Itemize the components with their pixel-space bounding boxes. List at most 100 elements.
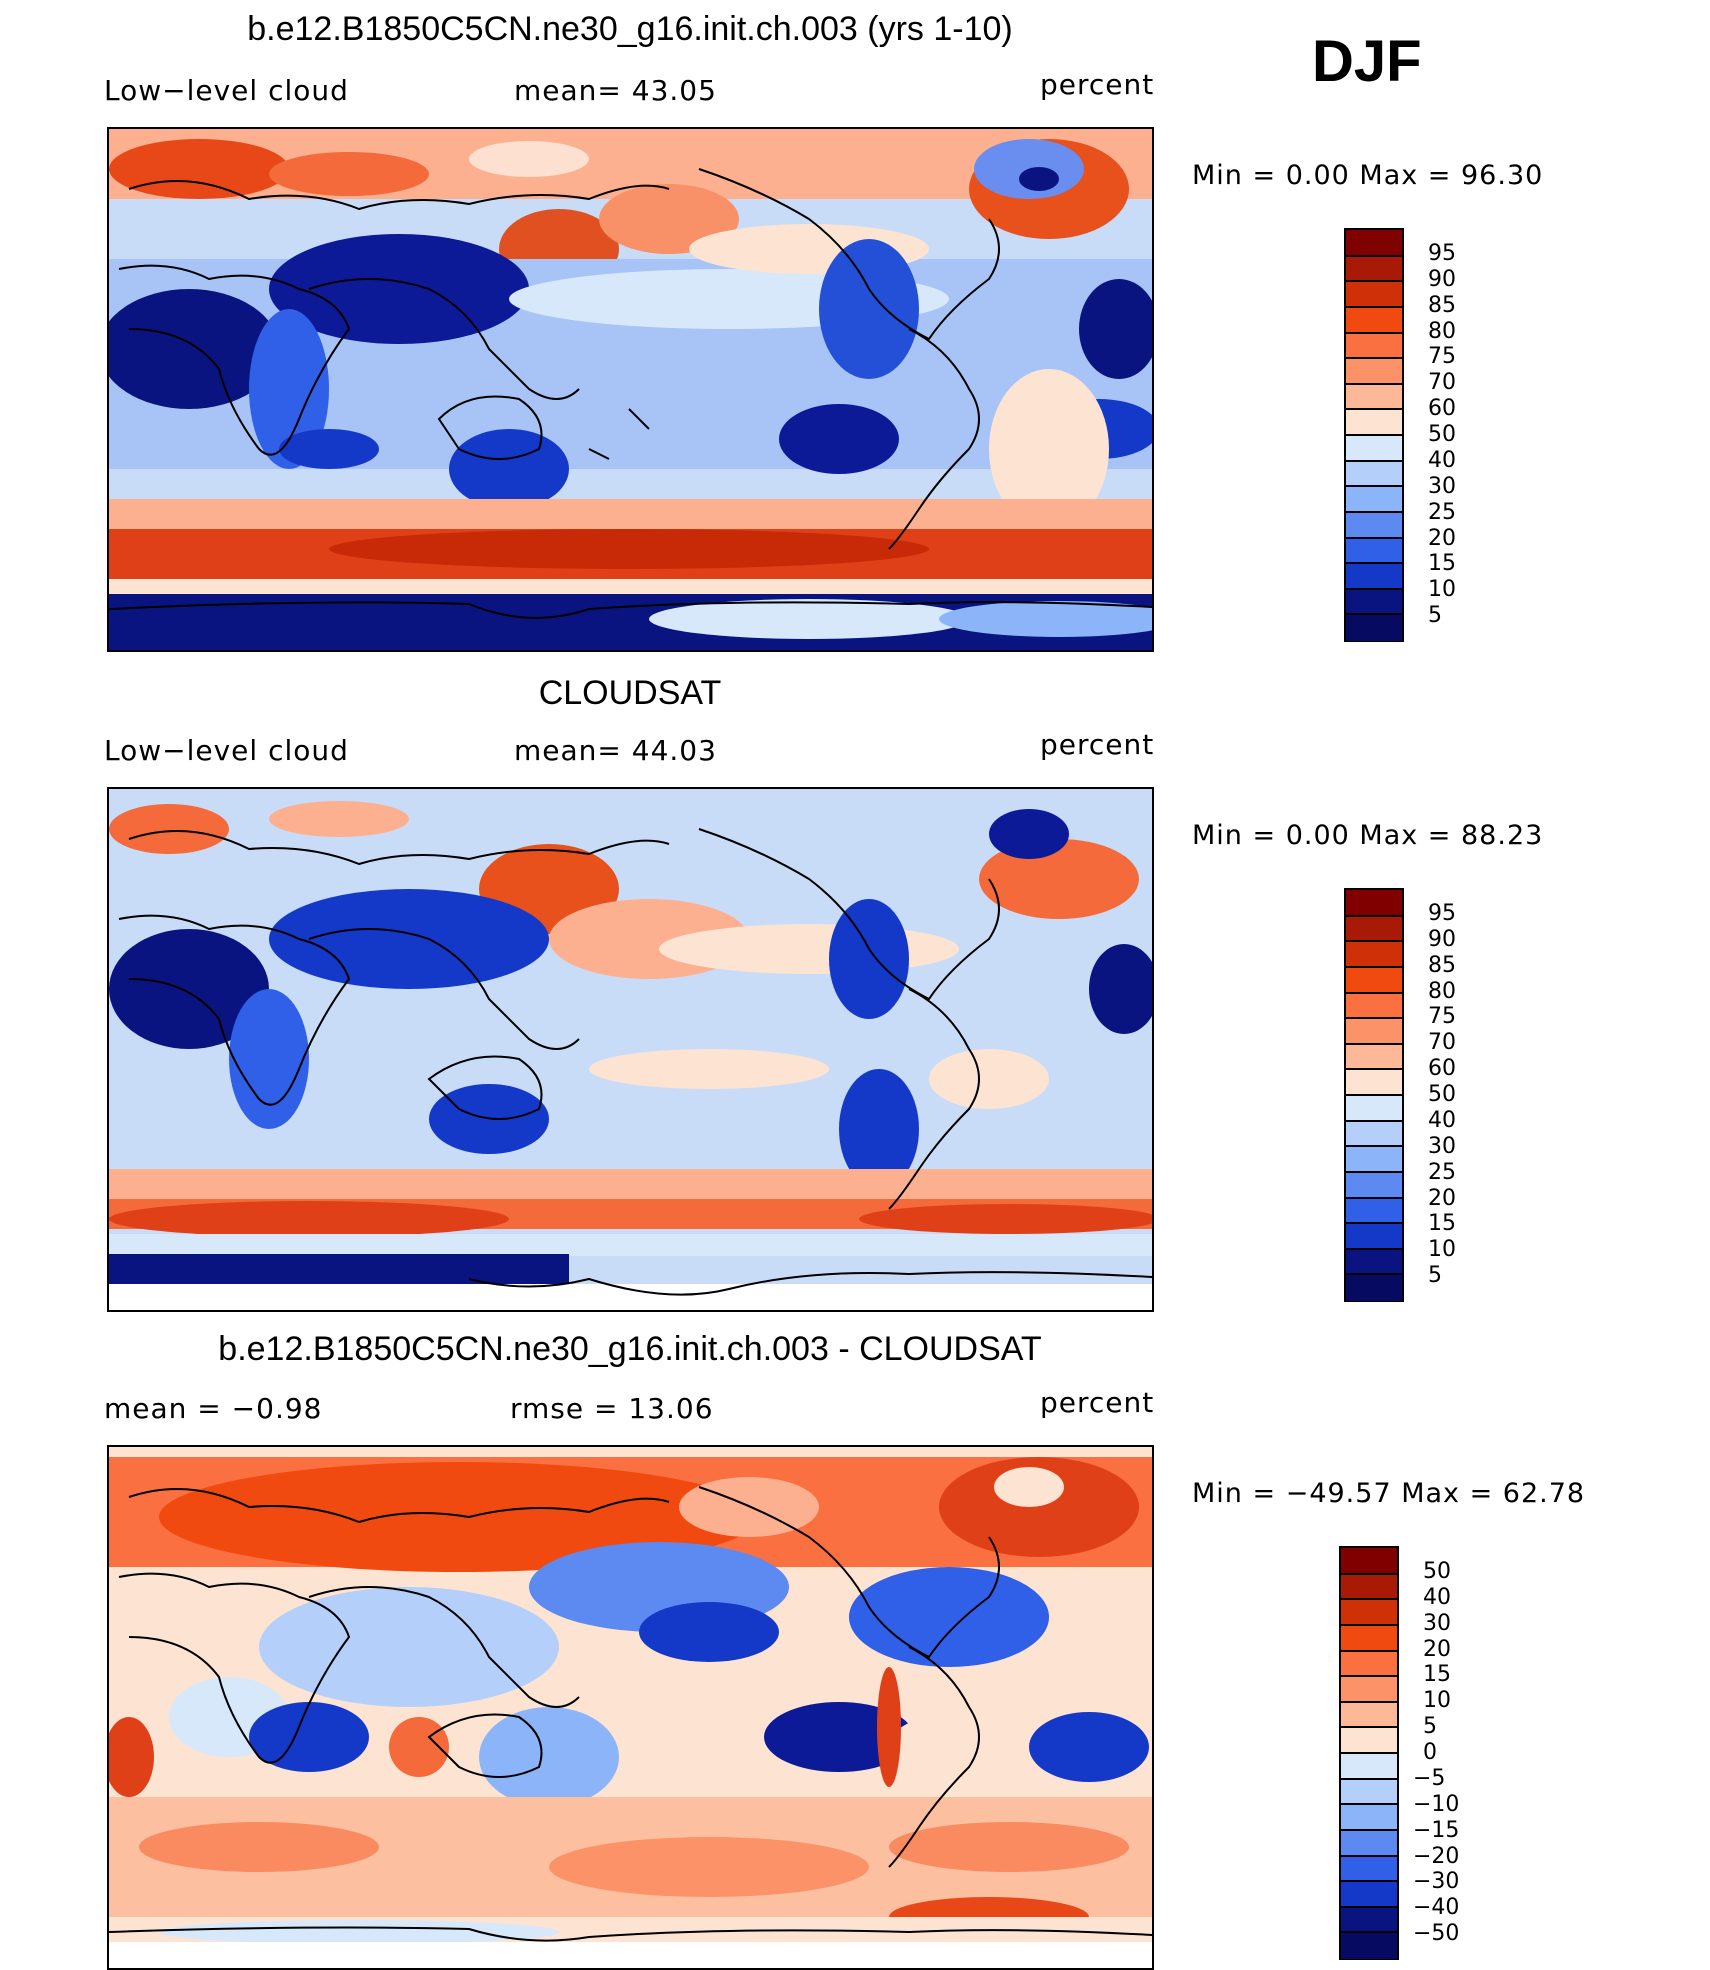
colorbar-swatch [1341,1727,1397,1754]
season-label: DJF [1312,29,1422,94]
panel1-colorbar [1344,228,1404,642]
colorbar-divider [1346,305,1402,308]
colorbar-divider [1346,382,1402,385]
panel2-title: CLOUDSAT [538,674,722,712]
colorbar-swatch [1341,1881,1397,1908]
colorbar-divider [1341,1803,1397,1806]
colorbar-tick-label: 10 [1423,1688,1451,1714]
colorbar-tick-label: −50 [1413,1921,1460,1947]
panel3-map [107,1445,1154,1970]
colorbar-divider [1341,1854,1397,1857]
colorbar-divider [1346,1196,1402,1199]
colorbar-tick-label: 0 [1423,1740,1437,1765]
colorbar-divider [1341,1572,1397,1575]
panel3-colorbar-ticks: 50 40 30 20 15 10 5 0 −5 −10 −15 −20 −30 −40 −50 [1413,1546,1503,1960]
colorbar-tick-label: 40 [1423,1584,1451,1610]
colorbar-swatch [1346,890,1402,917]
colorbar-divider [1346,1068,1402,1071]
colorbar-swatch [1346,1043,1402,1071]
colorbar-swatch [1346,435,1402,462]
colorbar-swatch [1346,563,1402,590]
colorbar-tick-label: 75 [1428,1004,1456,1030]
colorbar-swatch [1341,1599,1397,1626]
panel1-units-label: percent [1040,68,1155,101]
colorbar-swatch [1341,1829,1397,1857]
colorbar-divider [1346,940,1402,943]
colorbar-divider [1346,1017,1402,1020]
panel2-colorbar-ticks: 95 90 85 80 75 70 60 50 40 30 25 20 15 10 5 [1418,888,1498,1302]
colorbar-divider [1346,1222,1402,1225]
colorbar-divider [1346,536,1402,539]
colorbar-swatch [1346,1197,1402,1225]
colorbar-swatch [1346,1018,1402,1045]
colorbar-tick-label: 75 [1428,344,1456,370]
colorbar-swatch [1346,1223,1402,1250]
colorbar-swatch [1346,255,1402,283]
colorbar-swatch [1346,486,1402,513]
colorbar-tick-label: −15 [1413,1817,1460,1843]
colorbar-swatch [1346,1171,1402,1199]
colorbar-divider [1341,1700,1397,1703]
colorbar-tick-label: 70 [1428,370,1456,396]
colorbar-tick-label: 5 [1428,1263,1442,1289]
colorbar-tick-label: 40 [1428,1107,1456,1133]
colorbar-tick-label: 40 [1428,447,1456,473]
colorbar-swatch [1346,358,1402,385]
colorbar-tick-label: 25 [1428,499,1456,525]
panel1-map-graphic [109,129,1152,650]
colorbar-swatch [1341,1804,1397,1831]
panel1-map [107,127,1154,652]
panel3-minmax: Min = −49.57 Max = 62.78 [1192,1478,1586,1509]
panel1-minmax: Min = 0.00 Max = 96.30 [1192,160,1544,191]
colorbar-swatch [1346,1095,1402,1122]
colorbar-divider [1346,1094,1402,1096]
colorbar-tick-label: −30 [1413,1869,1460,1895]
colorbar-divider [1346,510,1402,513]
colorbar-divider [1346,1119,1402,1122]
panel2-units-label: percent [1040,728,1155,761]
panel3-rmse-label: rmse = 13.06 [510,1392,714,1425]
colorbar-swatch [1341,1573,1397,1601]
colorbar-divider [1346,459,1402,462]
colorbar-swatch [1346,992,1402,1020]
colorbar-swatch [1346,614,1402,641]
colorbar-tick-label: 50 [1428,1082,1456,1107]
panel3-title: b.e12.B1850C5CN.ne30_g16.init.ch.003 - C… [218,1330,1042,1368]
colorbar-swatch [1346,1274,1402,1301]
colorbar-swatch [1346,588,1402,616]
colorbar-divider [1346,357,1402,360]
colorbar-tick-label: 30 [1428,1133,1456,1159]
colorbar-swatch [1346,537,1402,565]
colorbar-divider [1341,1726,1397,1729]
colorbar-tick-label: 80 [1428,318,1456,344]
colorbar-divider [1341,1623,1397,1626]
colorbar-divider [1341,1675,1397,1678]
colorbar-divider [1341,1905,1397,1908]
colorbar-tick-label: 90 [1428,926,1456,952]
colorbar-tick-label: 15 [1423,1662,1451,1688]
colorbar-divider [1346,587,1402,590]
panel1-variable-label: Low−level cloud [104,74,349,107]
colorbar-divider [1341,1777,1397,1780]
colorbar-tick-label: 50 [1423,1558,1451,1584]
colorbar-swatch [1341,1932,1397,1959]
colorbar-tick-label: 85 [1428,292,1456,318]
colorbar-tick-label: 5 [1423,1714,1437,1740]
colorbar-tick-label: 70 [1428,1030,1456,1056]
colorbar-swatch [1341,1624,1397,1652]
colorbar-tick-label: 60 [1428,396,1456,422]
colorbar-swatch [1346,409,1402,436]
colorbar-swatch [1341,1676,1397,1703]
colorbar-divider [1346,280,1402,283]
colorbar-divider [1341,1598,1397,1601]
colorbar-divider [1346,485,1402,488]
colorbar-divider [1341,1649,1397,1652]
colorbar-tick-label: 15 [1428,551,1456,577]
colorbar-divider [1346,1042,1402,1045]
colorbar-swatch [1346,383,1402,411]
colorbar-swatch [1346,1248,1402,1276]
colorbar-swatch [1346,281,1402,308]
colorbar-divider [1346,408,1402,411]
panel3-units-label: percent [1040,1386,1155,1419]
colorbar-swatch [1346,966,1402,994]
